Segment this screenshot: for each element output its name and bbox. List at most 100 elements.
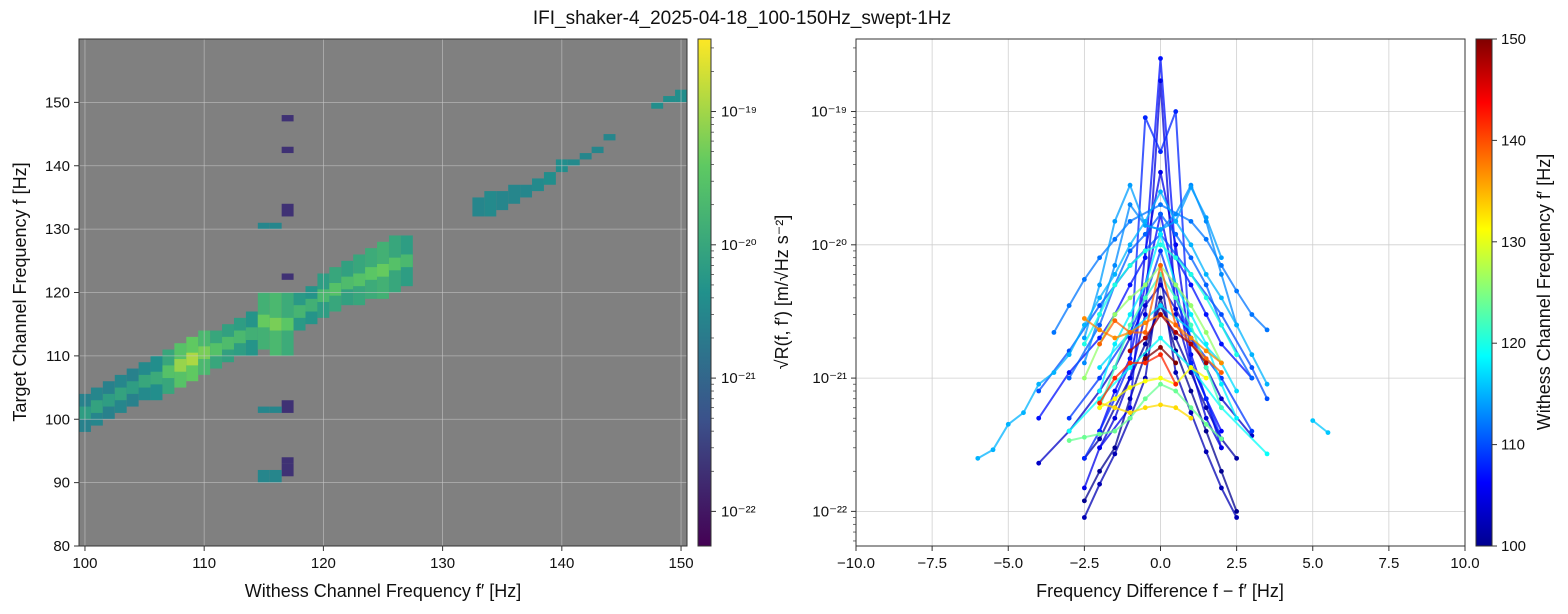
line-colorbar-ticks: 100 110 120 130 140 150 <box>1492 31 1526 555</box>
data-point <box>1112 428 1118 434</box>
x-tick-label: −7.5 <box>917 555 947 572</box>
series-line <box>1129 313 1207 364</box>
data-point <box>1097 481 1102 487</box>
data-point <box>1219 255 1224 261</box>
heatmap-cell <box>269 469 282 483</box>
data-point <box>1127 405 1133 411</box>
heatmap-cell <box>174 359 187 372</box>
heatmap-cell <box>353 273 366 287</box>
data-point <box>1112 236 1118 242</box>
data-point <box>1112 218 1118 224</box>
x-tick-label: 2.5 <box>1226 555 1247 572</box>
data-point <box>1219 322 1224 328</box>
x-tick-label: 100 <box>72 555 97 572</box>
x-tick-label: 5.0 <box>1302 555 1323 572</box>
data-point <box>1081 322 1087 328</box>
y-tick-label: 110 <box>46 348 70 365</box>
data-point <box>1173 335 1179 341</box>
line-x-axis-label: Frequency Difference f − f′ [Hz] <box>1036 581 1284 601</box>
data-point <box>1112 263 1118 268</box>
data-point <box>1173 388 1179 394</box>
data-point <box>1127 202 1133 208</box>
series-line <box>1037 57 1253 419</box>
heatmap-cell <box>567 159 580 166</box>
data-point <box>1142 396 1148 402</box>
data-point <box>1112 318 1118 324</box>
data-point <box>1097 341 1102 347</box>
colorbar-tick-label: 100 <box>1501 538 1526 555</box>
data-point <box>1097 375 1102 381</box>
heatmap-colorbar-label: √R(f, f′) [m/√Hz s⁻²] <box>772 215 792 370</box>
heatmap-cell <box>543 172 556 185</box>
heatmap-cell <box>651 102 664 109</box>
y-tick-label: 80 <box>53 538 70 555</box>
series-line <box>1099 366 1207 409</box>
data-point <box>1051 370 1057 375</box>
data-point <box>1066 370 1072 375</box>
data-point <box>1203 295 1209 301</box>
data-point <box>1142 295 1148 301</box>
data-point <box>1219 405 1224 411</box>
data-point <box>1112 375 1118 381</box>
heatmap-colorbar-ticks: 10⁻²² 10⁻²¹ 10⁻²⁰ 10⁻¹⁹ <box>711 47 757 520</box>
x-tick-label: −10.0 <box>837 555 875 572</box>
line-y-ticks: 10⁻²² 10⁻²¹ 10⁻²⁰ 10⁻¹⁹ <box>811 47 856 542</box>
y-tick-label: 100 <box>45 411 70 428</box>
data-point <box>1203 375 1209 381</box>
data-point <box>1173 360 1179 366</box>
data-point <box>1112 312 1118 317</box>
data-point <box>1142 312 1148 317</box>
data-point <box>1188 341 1194 347</box>
data-point <box>1112 365 1118 370</box>
data-point <box>1158 263 1163 268</box>
data-point <box>1066 438 1072 443</box>
data-point <box>1234 288 1240 294</box>
data-point <box>1158 202 1163 208</box>
colorbar-tick-label: 10⁻²¹ <box>721 370 756 387</box>
data-point <box>1142 248 1148 254</box>
data-point <box>1219 468 1224 474</box>
data-point <box>1249 365 1255 370</box>
data-point <box>1203 360 1209 366</box>
heatmap-cell <box>257 222 270 230</box>
series-line <box>977 190 1268 460</box>
data-point <box>1158 56 1163 61</box>
data-point <box>1081 434 1087 440</box>
data-point <box>1219 341 1224 347</box>
data-point <box>1188 303 1194 308</box>
data-point <box>1158 248 1163 254</box>
data-point <box>1234 508 1240 514</box>
heatmap-cell <box>269 406 282 413</box>
data-point <box>1081 335 1087 341</box>
heatmap-cell <box>281 273 294 280</box>
data-point <box>1249 352 1255 358</box>
data-point <box>1081 455 1087 461</box>
data-point <box>1158 242 1163 248</box>
heatmap-cell <box>245 327 258 341</box>
data-point <box>1158 375 1163 381</box>
data-point <box>1173 370 1179 375</box>
heatmap-cell <box>281 400 294 413</box>
data-point <box>1097 405 1102 411</box>
colorbar-tick-label: 140 <box>1501 132 1526 149</box>
x-tick-label: 130 <box>430 555 455 572</box>
data-point <box>1142 356 1148 362</box>
data-point <box>1219 445 1224 451</box>
data-point <box>1234 415 1240 421</box>
x-tick-label: 150 <box>669 555 694 572</box>
series-line <box>1098 233 1238 419</box>
data-point <box>1219 360 1224 366</box>
data-point <box>1051 330 1057 335</box>
heatmap-cell <box>579 153 592 160</box>
data-point <box>1188 322 1194 328</box>
data-point <box>1097 322 1102 328</box>
heatmap-cell <box>508 184 521 204</box>
data-point <box>1173 255 1179 261</box>
data-point <box>1081 316 1087 321</box>
data-point <box>1158 211 1163 217</box>
data-point <box>1203 312 1209 317</box>
heatmap-cell <box>591 146 604 154</box>
x-tick-label: 7.5 <box>1378 555 1399 572</box>
data-point <box>1036 388 1042 394</box>
data-point <box>1203 341 1209 347</box>
